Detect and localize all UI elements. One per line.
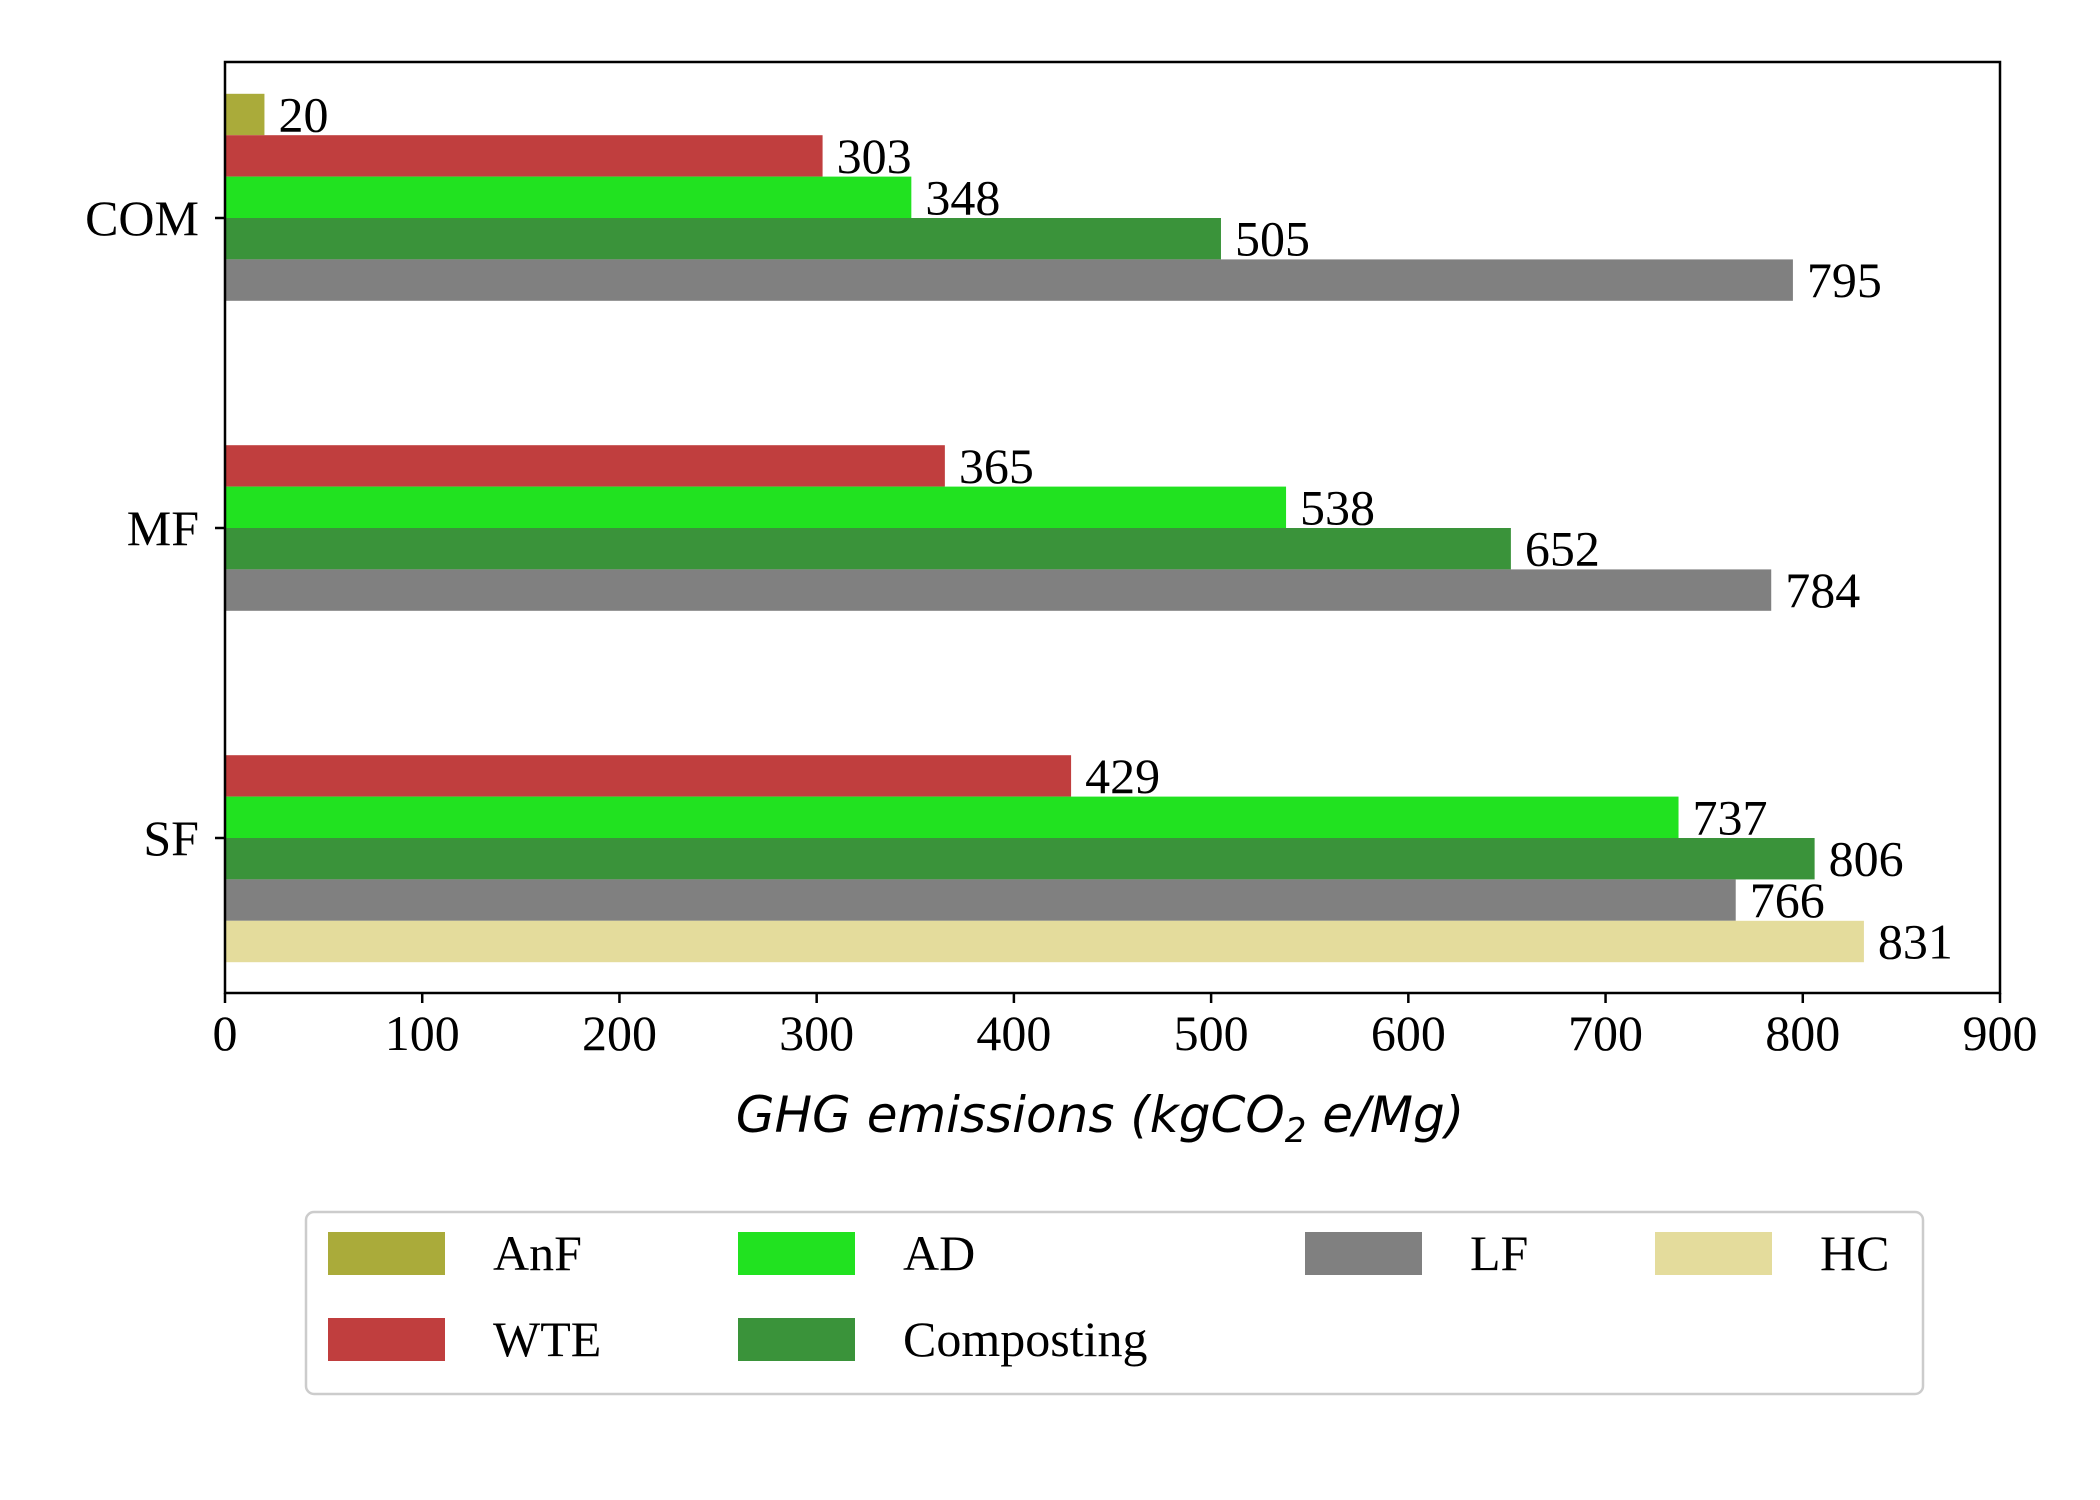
bar-ad-sf — [225, 796, 1679, 838]
x-tick-label: 700 — [1568, 1005, 1643, 1061]
value-label-ad-sf: 737 — [1693, 789, 1768, 845]
bar-composting-mf — [225, 528, 1511, 570]
bar-ad-com — [225, 176, 912, 218]
x-tick-label: 900 — [1963, 1005, 2038, 1061]
value-label-composting-com: 505 — [1235, 211, 1310, 267]
value-label-lf-mf: 784 — [1785, 562, 1860, 618]
value-labels-group: 20 429 365 303 737 538 348 806 652 505 766 784 795 83… — [278, 87, 1952, 970]
value-label-ad-mf: 538 — [1300, 479, 1375, 535]
bars-group — [225, 93, 1864, 963]
x-tick-label: 600 — [1371, 1005, 1446, 1061]
value-label-wte-sf: 429 — [1085, 748, 1160, 804]
bar-ad-mf — [225, 486, 1287, 528]
legend-swatch-composting — [738, 1318, 855, 1361]
value-label-wte-com: 303 — [837, 128, 912, 184]
legend-frame — [304, 1210, 1925, 1396]
legend-label-composting: Composting — [903, 1311, 1147, 1367]
value-label-composting-mf: 652 — [1525, 521, 1600, 577]
legend-label-hc: HC — [1820, 1225, 1889, 1281]
y-axis-ticks: SF MF COM — [85, 190, 225, 866]
legend-swatch-ad — [738, 1232, 855, 1275]
bar-lf-mf — [225, 569, 1772, 611]
legend: AnF WTE AD Composting LF HC — [304, 1210, 1925, 1396]
legend-swatch-lf — [1305, 1232, 1422, 1275]
value-label-hc-sf: 831 — [1878, 914, 1953, 970]
legend-label-wte: WTE — [493, 1311, 601, 1367]
x-tick-label: 500 — [1174, 1005, 1249, 1061]
x-tick-label: 200 — [582, 1005, 657, 1061]
x-axis-label-main: GHG emissions ( — [736, 1086, 1153, 1144]
x-tick-label: 300 — [779, 1005, 854, 1061]
x-axis-label-species: kgCO — [1150, 1086, 1285, 1144]
legend-label-ad: AD — [903, 1225, 975, 1281]
x-axis-label: GHG emissions (kgCO2 e/Mg) — [736, 1086, 1465, 1151]
x-axis-ticks: 0 100 200 300 400 500 600 700 800 900 — [213, 993, 2038, 1061]
value-label-lf-sf: 766 — [1750, 872, 1825, 928]
y-tick-label-sf: SF — [143, 810, 199, 866]
y-tick-label-mf: MF — [127, 500, 199, 556]
value-label-ad-com: 348 — [925, 169, 1000, 225]
bar-composting-sf — [225, 838, 1815, 880]
x-axis-label-tail: e/Mg) — [1306, 1086, 1464, 1144]
x-tick-label: 0 — [213, 1005, 238, 1061]
x-tick-label: 100 — [385, 1005, 460, 1061]
legend-label-lf: LF — [1470, 1225, 1528, 1281]
bar-lf-sf — [225, 879, 1736, 921]
bar-wte-sf — [225, 755, 1072, 797]
bar-anf-com — [225, 93, 265, 136]
value-label-wte-mf: 365 — [959, 438, 1034, 494]
value-label-composting-sf: 806 — [1829, 831, 1904, 887]
bar-wte-com — [225, 135, 823, 177]
legend-label-anf: AnF — [493, 1225, 582, 1281]
x-tick-label: 400 — [976, 1005, 1051, 1061]
bar-wte-mf — [225, 445, 945, 487]
value-label-lf-com: 795 — [1807, 252, 1882, 308]
legend-swatch-hc — [1655, 1232, 1772, 1275]
value-label-anf-com: 20 — [278, 87, 328, 143]
x-axis-label-subscript: 2 — [1285, 1111, 1307, 1151]
bar-hc-sf — [225, 920, 1864, 963]
y-tick-label-com: COM — [85, 190, 199, 246]
legend-swatch-anf — [328, 1232, 445, 1275]
bar-lf-com — [225, 259, 1793, 301]
bar-composting-com — [225, 218, 1221, 260]
legend-swatch-wte — [328, 1318, 445, 1361]
x-tick-label: 800 — [1765, 1005, 1840, 1061]
